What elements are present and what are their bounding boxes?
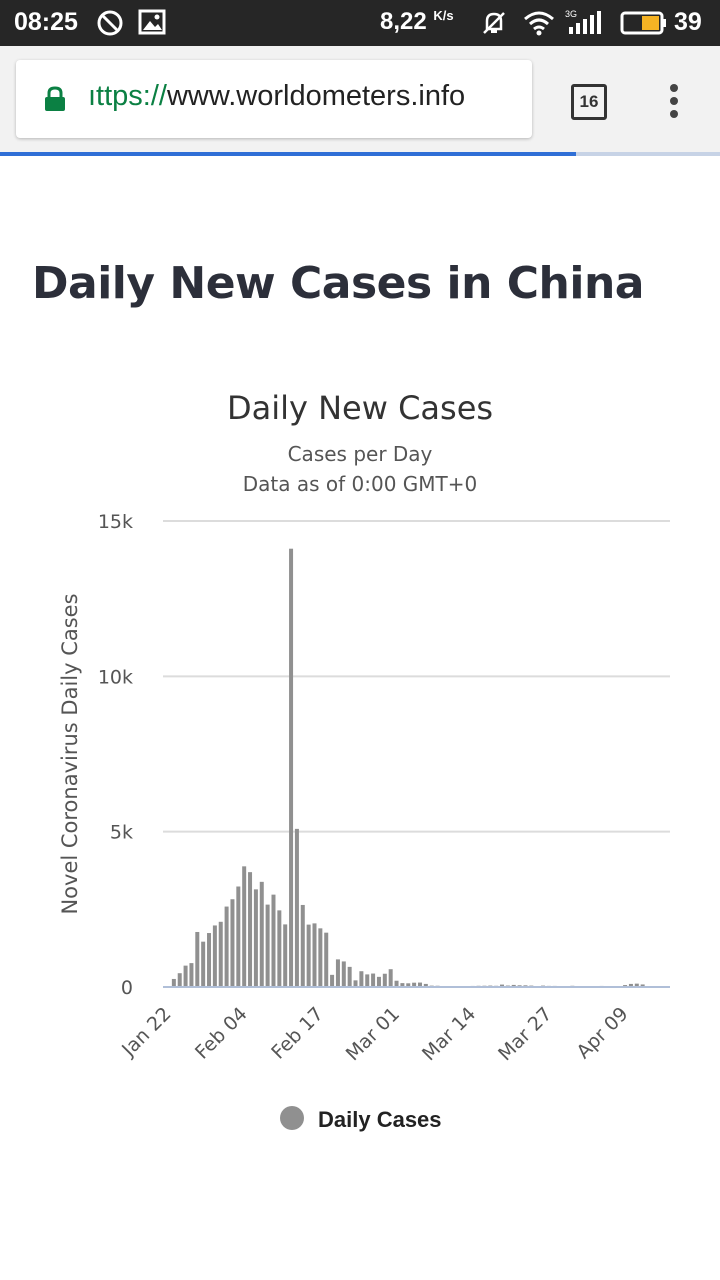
page-load-progress-track xyxy=(576,152,720,156)
bar[interactable] xyxy=(365,974,370,987)
bar[interactable] xyxy=(283,924,288,987)
bar[interactable] xyxy=(294,828,299,987)
page-title: Daily New Cases in China xyxy=(32,258,644,309)
bar[interactable] xyxy=(306,924,311,987)
y-tick-label: 5k xyxy=(110,822,133,844)
bar[interactable] xyxy=(330,974,335,987)
do-not-disturb-icon xyxy=(96,9,124,42)
bar[interactable] xyxy=(271,894,276,987)
daily-new-cases-chart: Daily New Cases Cases per Day Data as of… xyxy=(58,389,670,1132)
x-tick-labels: Jan 22 Feb 04 Feb 17 Mar 01 Mar 14 Mar 27 Apr … xyxy=(117,1003,632,1065)
bar[interactable] xyxy=(511,984,516,987)
bar[interactable] xyxy=(423,983,428,987)
bar[interactable] xyxy=(224,906,229,987)
bar[interactable] xyxy=(318,928,323,987)
bar[interactable] xyxy=(253,889,258,987)
bar[interactable] xyxy=(207,933,212,987)
bar[interactable] xyxy=(265,904,270,987)
network-speed: 8,22 K/s xyxy=(380,8,454,36)
bar[interactable] xyxy=(177,973,182,987)
bar[interactable] xyxy=(640,984,645,987)
bar[interactable] xyxy=(171,978,176,987)
bar[interactable] xyxy=(189,963,194,987)
page-load-progress xyxy=(0,152,576,156)
battery-icon xyxy=(620,9,668,42)
address-bar[interactable]: ıttps://www.worldometers.info xyxy=(16,60,532,138)
bar[interactable] xyxy=(212,925,217,987)
battery-level: 39 xyxy=(674,8,702,36)
bar[interactable] xyxy=(400,983,405,987)
legend[interactable]: Daily Cases xyxy=(280,1106,442,1132)
bar[interactable] xyxy=(195,931,200,987)
network-speed-value: 8,22 xyxy=(380,8,427,35)
gridlines xyxy=(163,520,670,833)
wifi-icon xyxy=(523,9,555,42)
y-axis-label: Novel Coronavirus Daily Cases xyxy=(58,593,82,914)
bar[interactable] xyxy=(359,971,364,987)
x-tick-label: Mar 01 xyxy=(342,1003,404,1065)
bar[interactable] xyxy=(406,983,411,987)
bar[interactable] xyxy=(382,973,387,987)
chart-title: Daily New Cases xyxy=(227,389,493,427)
bar[interactable] xyxy=(371,973,376,987)
status-bar: 08:25 8,22 K/s 3G 39 xyxy=(0,0,720,46)
bar[interactable] xyxy=(417,982,422,987)
bar[interactable] xyxy=(259,881,264,987)
url-host: www.worldometers.info xyxy=(166,80,466,112)
bar[interactable] xyxy=(312,923,317,987)
chart-subtitle-2: Data as of 0:00 GMT+0 xyxy=(243,472,478,496)
bar[interactable] xyxy=(634,983,639,987)
x-tick-label: Feb 17 xyxy=(267,1003,328,1064)
y-tick-label: 10k xyxy=(98,666,133,688)
bar[interactable] xyxy=(628,983,633,987)
legend-swatch xyxy=(280,1106,304,1130)
signal-label: 3G xyxy=(565,9,577,19)
bar[interactable] xyxy=(335,959,340,987)
silent-icon xyxy=(480,9,508,42)
bar[interactable] xyxy=(201,941,206,987)
network-speed-unit: K/s xyxy=(433,8,454,23)
y-tick-label: 15k xyxy=(98,511,133,533)
x-tick-label: Mar 14 xyxy=(418,1003,480,1065)
image-icon xyxy=(138,9,166,40)
bar[interactable] xyxy=(248,872,253,987)
y-tick-labels: 0 5k 10k 15k xyxy=(98,511,133,999)
bar[interactable] xyxy=(277,910,282,987)
y-tick-label: 0 xyxy=(121,977,133,999)
bar[interactable] xyxy=(341,961,346,987)
bar[interactable] xyxy=(230,899,235,987)
bars xyxy=(171,548,645,988)
bar[interactable] xyxy=(412,982,417,987)
bar[interactable] xyxy=(347,966,352,987)
url-protocol: ıttps:// xyxy=(88,80,167,112)
bar[interactable] xyxy=(388,969,393,987)
bar[interactable] xyxy=(183,965,188,987)
url-text[interactable]: ıttps://www.worldometers.info xyxy=(88,80,465,113)
bar[interactable] xyxy=(300,904,305,987)
bar[interactable] xyxy=(289,548,294,987)
status-time: 08:25 xyxy=(14,8,78,36)
bar[interactable] xyxy=(324,932,329,987)
x-tick-label: Feb 04 xyxy=(191,1003,252,1064)
chart-subtitle-1: Cases per Day xyxy=(288,442,433,466)
bar[interactable] xyxy=(236,886,241,987)
browser-toolbar: ıttps://www.worldometers.info 16 xyxy=(0,46,720,154)
bar[interactable] xyxy=(500,984,505,987)
x-tick-label: Jan 22 xyxy=(117,1003,175,1061)
tab-switcher-icon[interactable]: 16 xyxy=(571,84,607,120)
bar[interactable] xyxy=(218,921,223,987)
overflow-menu-icon[interactable] xyxy=(666,83,682,124)
x-tick-label: Apr 09 xyxy=(572,1003,632,1063)
x-tick-label: Mar 27 xyxy=(494,1003,556,1065)
legend-label[interactable]: Daily Cases xyxy=(318,1107,442,1132)
bar[interactable] xyxy=(376,976,381,987)
signal-icon: 3G xyxy=(565,9,605,42)
lock-icon xyxy=(44,86,66,117)
bar[interactable] xyxy=(353,980,358,987)
bar[interactable] xyxy=(242,866,247,987)
bar[interactable] xyxy=(394,980,399,987)
